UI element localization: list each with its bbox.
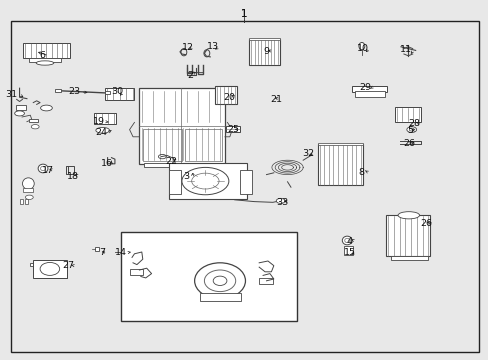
Ellipse shape (358, 42, 364, 50)
Bar (139, 88, 224, 164)
Bar (30, 263, 34, 266)
Ellipse shape (342, 236, 351, 245)
Ellipse shape (25, 195, 33, 199)
Ellipse shape (406, 127, 416, 132)
Text: 1: 1 (241, 9, 247, 19)
Text: 17: 17 (42, 166, 54, 175)
Ellipse shape (213, 276, 226, 285)
Text: 3: 3 (183, 172, 188, 181)
Bar (386, 215, 429, 256)
Bar (25, 199, 28, 204)
Text: 32: 32 (302, 149, 313, 158)
Bar (215, 86, 237, 104)
Bar (95, 247, 99, 251)
Ellipse shape (276, 198, 285, 203)
Text: 24: 24 (96, 128, 107, 137)
Bar (104, 91, 109, 94)
Ellipse shape (397, 212, 419, 219)
Bar (394, 107, 420, 122)
Bar (168, 170, 181, 194)
Ellipse shape (408, 128, 413, 131)
Text: 9: 9 (263, 47, 269, 56)
Text: 26: 26 (420, 220, 431, 229)
Bar (168, 163, 246, 199)
Text: 2: 2 (187, 71, 193, 80)
Ellipse shape (36, 61, 54, 65)
Bar (199, 293, 241, 301)
Text: 33: 33 (276, 198, 288, 207)
Text: 12: 12 (182, 43, 194, 52)
Text: 26: 26 (402, 139, 414, 148)
Text: 25: 25 (227, 125, 239, 134)
Bar (129, 269, 143, 275)
Text: 8: 8 (357, 168, 363, 177)
Bar (16, 105, 26, 110)
Ellipse shape (194, 263, 245, 299)
Text: 19: 19 (93, 117, 104, 126)
Bar (35, 261, 67, 278)
Text: 6: 6 (40, 51, 45, 60)
Text: 20: 20 (223, 93, 234, 102)
Bar (344, 246, 352, 255)
Bar (239, 170, 251, 194)
Bar (105, 88, 134, 100)
Bar (121, 232, 297, 321)
Text: 18: 18 (67, 172, 79, 181)
Text: 14: 14 (115, 248, 127, 257)
Text: 21: 21 (270, 95, 282, 104)
Text: 23: 23 (68, 87, 80, 96)
Bar (23, 43, 70, 58)
Ellipse shape (38, 164, 48, 173)
Bar (259, 278, 272, 284)
Text: 4: 4 (346, 237, 352, 246)
Text: 7: 7 (99, 248, 104, 257)
Text: 27: 27 (62, 261, 74, 270)
Bar (184, 129, 221, 161)
Bar (354, 91, 384, 97)
Bar (29, 119, 38, 122)
Bar (20, 199, 23, 204)
Bar (33, 260, 66, 278)
Bar (144, 163, 220, 167)
Ellipse shape (15, 111, 24, 116)
Bar (225, 126, 239, 132)
Bar (390, 256, 427, 260)
Text: 16: 16 (101, 159, 112, 168)
Ellipse shape (204, 270, 235, 292)
Bar (68, 166, 74, 174)
Bar (94, 113, 116, 124)
Text: 13: 13 (206, 42, 218, 51)
Bar (317, 144, 362, 185)
Bar (249, 38, 279, 40)
Text: 31: 31 (6, 90, 18, 99)
Bar (351, 86, 386, 92)
Ellipse shape (41, 105, 52, 111)
Text: 30: 30 (111, 87, 123, 96)
Bar (55, 89, 61, 92)
Ellipse shape (31, 125, 39, 129)
Bar (29, 58, 61, 62)
Text: 22: 22 (165, 157, 177, 166)
Ellipse shape (22, 178, 34, 189)
Bar (249, 39, 279, 65)
Text: 10: 10 (356, 44, 368, 53)
Bar (317, 143, 362, 145)
Text: 5: 5 (407, 126, 413, 135)
Bar (142, 129, 182, 161)
Ellipse shape (96, 127, 109, 133)
Text: 1: 1 (241, 9, 247, 19)
Text: 29: 29 (359, 83, 371, 92)
Text: 15: 15 (343, 248, 355, 257)
Text: 28: 28 (408, 119, 420, 128)
Bar (23, 188, 33, 192)
Text: 11: 11 (399, 45, 411, 54)
